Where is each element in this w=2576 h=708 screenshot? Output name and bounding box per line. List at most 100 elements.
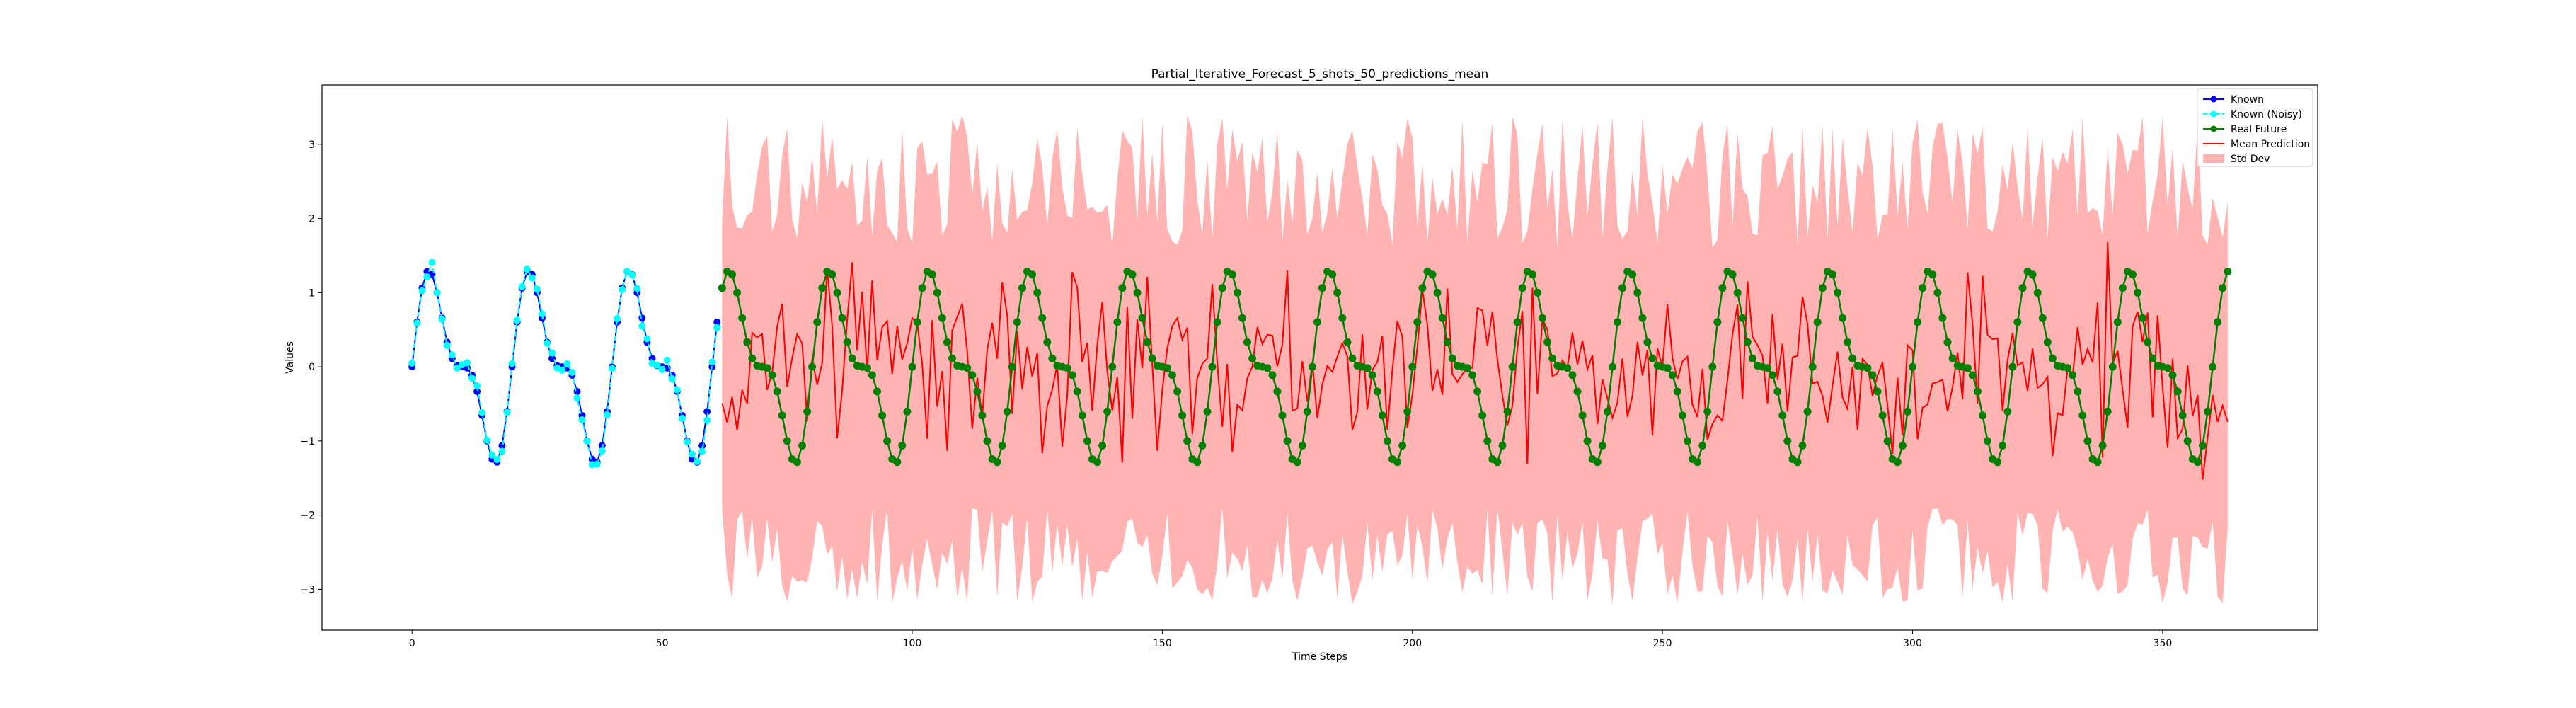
real-future-point bbox=[808, 362, 817, 371]
real-future-point bbox=[1318, 284, 1326, 292]
real-future-point bbox=[1778, 411, 1787, 420]
real-future-point bbox=[1048, 354, 1057, 362]
known-noisy-point bbox=[694, 457, 701, 465]
known-noisy-point bbox=[533, 285, 541, 293]
x-tick-label: 0 bbox=[409, 638, 415, 649]
real-future-point bbox=[868, 371, 876, 379]
real-future-point bbox=[1468, 371, 1477, 379]
known-noisy-point bbox=[614, 315, 621, 323]
real-future-point bbox=[1263, 364, 1272, 372]
legend-label-known: Known bbox=[2231, 94, 2264, 105]
real-future-point bbox=[1909, 362, 1916, 371]
real-future-point bbox=[1293, 458, 1301, 467]
real-future-point bbox=[898, 442, 907, 450]
known-noisy-point bbox=[539, 310, 546, 318]
real-future-point bbox=[1694, 458, 1702, 467]
real-future-point bbox=[783, 437, 791, 445]
real-future-point bbox=[1133, 288, 1142, 297]
real-future-point bbox=[2033, 288, 2042, 297]
real-future-point bbox=[1968, 371, 1977, 379]
real-future-point bbox=[1218, 284, 1226, 292]
real-future-point bbox=[1663, 364, 1672, 372]
real-future-point bbox=[1813, 318, 1822, 326]
real-future-point bbox=[2013, 318, 2022, 326]
real-future-point bbox=[2134, 288, 2142, 297]
known-noisy-point bbox=[468, 375, 476, 382]
x-tick-label: 350 bbox=[2154, 638, 2173, 649]
real-future-point bbox=[973, 387, 982, 396]
real-future-point bbox=[1698, 442, 1707, 450]
real-future-point bbox=[1498, 442, 1507, 450]
real-future-point bbox=[2083, 437, 2092, 445]
known-point bbox=[498, 442, 506, 450]
known-noisy-point bbox=[643, 335, 651, 343]
real-future-point bbox=[2139, 314, 2147, 322]
known-noisy-point bbox=[523, 266, 531, 273]
real-future-point bbox=[1203, 407, 1212, 416]
real-future-point bbox=[1383, 437, 1391, 445]
real-future-point bbox=[1103, 407, 1112, 416]
real-future-point bbox=[1028, 270, 1037, 279]
real-future-point bbox=[1678, 411, 1686, 420]
real-future-point bbox=[1503, 407, 1512, 416]
known-noisy-point bbox=[663, 356, 671, 364]
real-future-point bbox=[838, 314, 846, 322]
real-future-point bbox=[2224, 268, 2232, 275]
real-future-point bbox=[1083, 437, 1091, 445]
real-future-point bbox=[1173, 387, 1182, 396]
known-noisy-point bbox=[653, 361, 661, 369]
real-future-point bbox=[1848, 354, 1857, 362]
real-future-point bbox=[948, 354, 956, 362]
real-future-point bbox=[843, 338, 851, 346]
real-future-point bbox=[1298, 442, 1306, 450]
real-future-point bbox=[1839, 314, 1847, 322]
y-tick-label: 2 bbox=[309, 214, 315, 225]
known-noisy-point bbox=[593, 460, 601, 468]
real-future-point bbox=[828, 270, 836, 279]
real-future-point bbox=[1793, 458, 1802, 467]
real-future-point bbox=[1198, 442, 1207, 450]
x-tick-label: 100 bbox=[903, 638, 922, 649]
known-noisy-point bbox=[628, 271, 636, 279]
real-future-point bbox=[1398, 442, 1407, 450]
real-future-point bbox=[1163, 364, 1171, 372]
y-axis-ticks: −3 −2 −1 0 1 2 3 bbox=[300, 139, 322, 595]
real-future-point bbox=[768, 371, 776, 379]
real-future-point bbox=[1743, 338, 1752, 346]
y-tick-label: 1 bbox=[309, 287, 315, 299]
real-future-point bbox=[1273, 387, 1282, 396]
real-future-point bbox=[2204, 407, 2212, 416]
real-future-point bbox=[1338, 314, 1347, 322]
x-tick-label: 250 bbox=[1653, 638, 1672, 649]
real-future-point bbox=[1563, 364, 1572, 372]
real-future-point bbox=[938, 314, 946, 322]
real-future-point bbox=[1348, 354, 1357, 362]
real-future-point bbox=[1408, 362, 1417, 371]
known-noisy-point bbox=[544, 339, 551, 347]
real-future-point bbox=[728, 270, 736, 279]
real-future-point bbox=[1994, 458, 2002, 467]
real-future-point bbox=[1473, 387, 1482, 396]
legend-swatch-std-dev bbox=[2203, 154, 2224, 163]
legend-label-real-future: Real Future bbox=[2231, 124, 2287, 135]
real-future-point bbox=[1093, 458, 1101, 467]
real-future-point bbox=[2178, 411, 2187, 420]
known-noisy-point bbox=[673, 386, 681, 394]
real-future-point bbox=[998, 442, 1006, 450]
legend-label-mean-prediction: Mean Prediction bbox=[2231, 139, 2310, 150]
x-tick-label: 300 bbox=[1903, 638, 1922, 649]
x-axis-ticks: 0 50 100 150 200 250 300 350 bbox=[409, 630, 2173, 649]
known-point bbox=[638, 314, 646, 322]
real-future-point bbox=[1368, 371, 1376, 379]
real-future-point bbox=[1979, 411, 1986, 420]
real-future-point bbox=[1148, 354, 1156, 362]
real-future-point bbox=[1834, 288, 1841, 297]
real-future-point bbox=[1638, 314, 1647, 322]
real-future-point bbox=[1413, 318, 1422, 326]
real-future-point bbox=[1118, 284, 1127, 292]
known-point bbox=[473, 388, 481, 395]
real-future-point bbox=[1433, 288, 1442, 297]
known-noisy-point bbox=[423, 273, 431, 280]
known-noisy-point bbox=[678, 414, 686, 422]
real-future-point bbox=[1844, 338, 1852, 346]
